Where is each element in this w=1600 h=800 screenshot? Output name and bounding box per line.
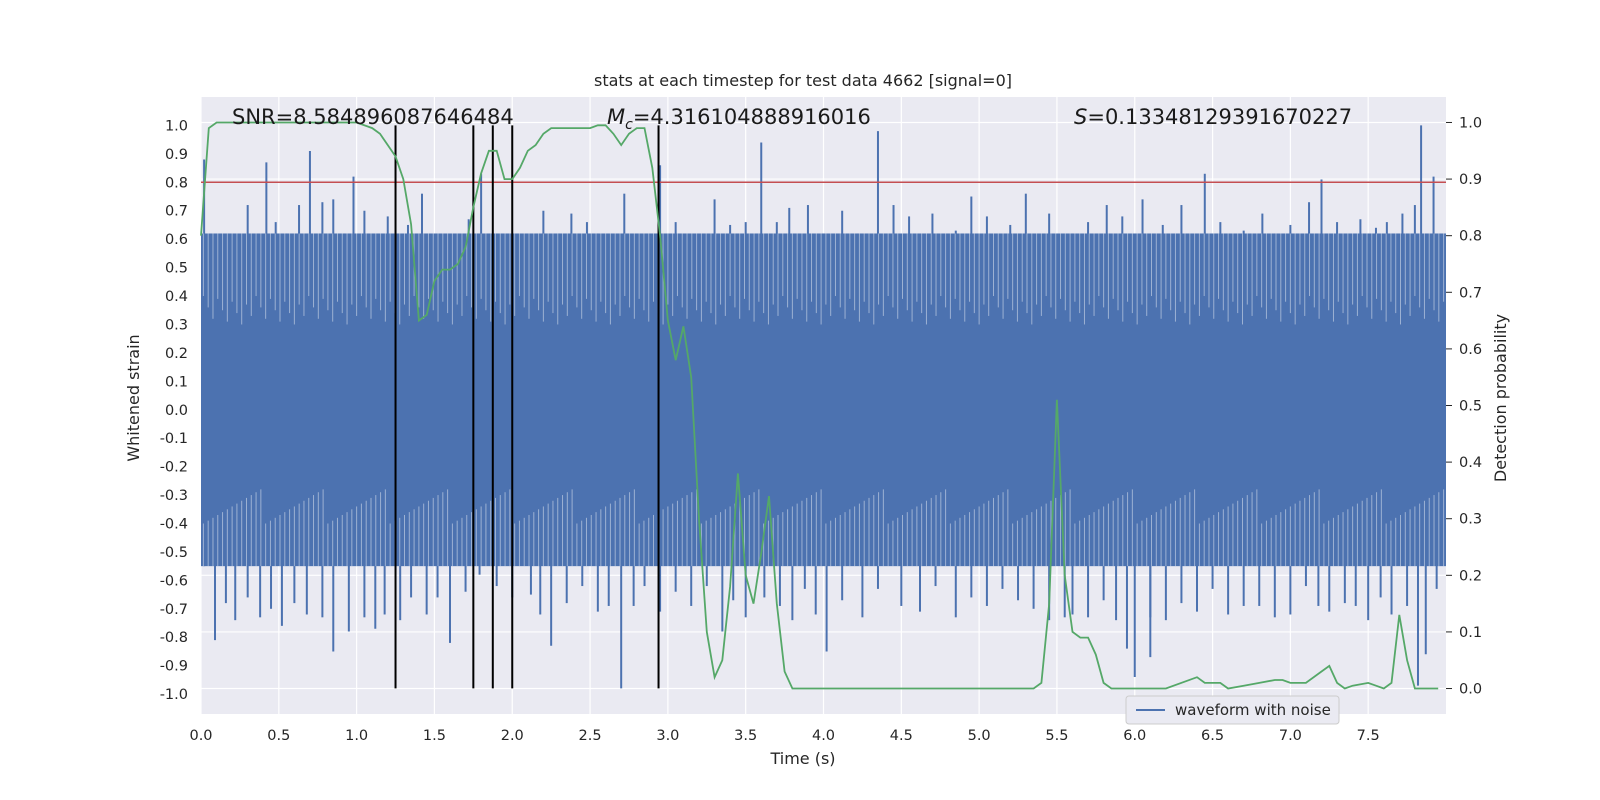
y-tick-label: -0.7 <box>160 602 188 618</box>
y2-tick-label: 0.2 <box>1459 568 1482 584</box>
y2-axis-ticks: 1.0 0.9 0.8 0.7 0.6 0.5 0.4 0.3 0.2 0.1 0.0 <box>1446 115 1482 698</box>
y2-axis-label: Detection probability <box>1491 314 1510 482</box>
y-tick-label: 0.1 <box>165 374 188 390</box>
y-tick-label: -1.0 <box>160 687 188 703</box>
x-tick-label: 3.0 <box>656 728 679 744</box>
x-tick-label: 0.0 <box>189 728 212 744</box>
y2-tick-label: 1.0 <box>1459 115 1482 131</box>
x-tick-label: 4.0 <box>812 728 835 744</box>
x-tick-label: 2.0 <box>501 728 524 744</box>
x-tick-label: 3.5 <box>734 728 757 744</box>
y-tick-label: 0.3 <box>165 317 188 333</box>
y-tick-label: 0.5 <box>165 261 188 277</box>
y-tick-label: -0.1 <box>160 431 188 447</box>
x-tick-label: 1.0 <box>345 728 368 744</box>
y2-tick-label: 0.7 <box>1459 285 1482 301</box>
mc-symbol: M <box>607 105 625 129</box>
y-axis-ticks: 1.0 0.9 0.8 0.7 0.6 0.5 0.4 0.3 0.2 0.1 0.0 -0.1 -0.… <box>160 118 188 703</box>
s-value: =0.13348129391670227 <box>1087 105 1352 129</box>
mc-value: =4.316104888916016 <box>633 105 871 129</box>
y2-tick-label: 0.0 <box>1459 682 1482 698</box>
y-tick-label: 0.2 <box>165 346 188 362</box>
x-axis-ticks: 0.0 0.5 1.0 1.5 2.0 2.5 3.0 3.5 4.0 4.5 5.0 5.5 6.0 6… <box>189 728 1379 744</box>
snr-annotation: SNR=8.584896087646484 <box>232 105 514 129</box>
legend-box <box>1125 695 1340 725</box>
y2-tick-label: 0.6 <box>1459 342 1482 358</box>
waveform-with-noise-series <box>201 125 1446 689</box>
mc-annotation: Mc=4.316104888916016 <box>607 105 871 133</box>
y-tick-label: 0.8 <box>165 175 188 191</box>
x-tick-label: 6.0 <box>1123 728 1146 744</box>
y-tick-label: 0.6 <box>165 232 188 248</box>
y-tick-label: -0.3 <box>160 488 188 504</box>
y-tick-label: 0.0 <box>165 403 188 419</box>
y-tick-label: -0.4 <box>160 516 188 532</box>
s-annotation: S=0.13348129391670227 <box>1074 105 1352 129</box>
y-tick-label: 0.4 <box>165 289 188 305</box>
chart-title: stats at each timestep for test data 466… <box>594 71 1012 90</box>
x-tick-label: 5.5 <box>1045 728 1068 744</box>
y-axis-label: Whitened strain <box>124 334 143 461</box>
y-tick-label: -0.6 <box>160 573 188 589</box>
x-tick-label: 0.5 <box>267 728 290 744</box>
s-symbol: S <box>1074 105 1087 129</box>
legend: waveform with noise <box>1125 695 1340 725</box>
y2-tick-label: 0.9 <box>1459 172 1482 188</box>
x-tick-label: 5.0 <box>968 728 991 744</box>
x-tick-label: 1.5 <box>423 728 446 744</box>
waveform-band <box>201 233 1446 567</box>
x-tick-label: 4.5 <box>890 728 913 744</box>
detection-probability-series <box>200 121 1439 690</box>
y-tick-label: -0.9 <box>160 659 188 675</box>
y-tick-label: -0.5 <box>160 545 188 561</box>
mc-subscript: c <box>625 117 633 133</box>
detection-probability-line <box>200 121 1439 690</box>
y-tick-label: 0.7 <box>165 204 188 220</box>
y2-tick-label: 0.8 <box>1459 229 1482 245</box>
y-tick-label: 0.9 <box>165 147 188 163</box>
y-tick-label: -0.8 <box>160 630 188 646</box>
x-tick-label: 6.5 <box>1201 728 1224 744</box>
legend-label: waveform with noise <box>1175 701 1331 719</box>
x-axis-label: Time (s) <box>769 749 835 768</box>
y2-tick-label: 0.5 <box>1459 399 1482 415</box>
x-tick-label: 2.5 <box>579 728 602 744</box>
y-tick-label: 1.0 <box>165 118 188 134</box>
y2-tick-label: 0.3 <box>1459 512 1482 528</box>
y2-tick-label: 0.4 <box>1459 455 1482 471</box>
x-tick-label: 7.0 <box>1279 728 1302 744</box>
x-tick-label: 7.5 <box>1357 728 1380 744</box>
y2-tick-label: 0.1 <box>1459 625 1482 641</box>
event-lines <box>394 125 660 689</box>
y-tick-label: -0.2 <box>160 460 188 476</box>
